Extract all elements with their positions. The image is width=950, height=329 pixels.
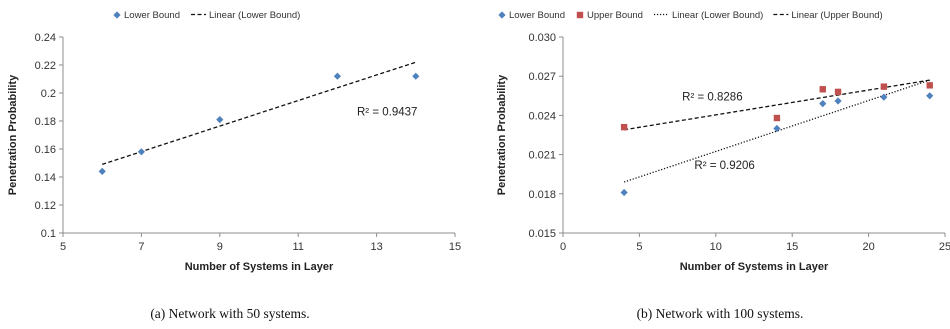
data-point — [880, 83, 888, 90]
data-point — [834, 97, 842, 105]
legend-entry: Upper Bound — [587, 10, 643, 21]
x-tick-label: 5 — [60, 241, 66, 253]
trendline — [101, 61, 417, 166]
data-point — [216, 116, 224, 124]
x-tick-label: 5 — [636, 241, 642, 253]
legend-marker — [113, 11, 121, 19]
x-tick-label: 0 — [560, 241, 566, 253]
data-point — [773, 114, 781, 122]
figure-caption: (a) Network with 50 systems. — [150, 306, 309, 321]
legend-entry: Linear (Upper Bound) — [791, 10, 882, 21]
y-tick-label: 0.030 — [528, 32, 556, 44]
data-point — [412, 72, 420, 80]
x-tick-label: 13 — [370, 241, 382, 253]
y-tick-label: 0.16 — [35, 144, 56, 156]
y-tick-label: 0.14 — [35, 172, 56, 184]
chart-b: 0.015 0.018 0.021 0.024 0.027 0.030 0 5 10 15 20 25… — [496, 10, 950, 321]
r-squared-label: R² = 0.8286 — [682, 91, 742, 103]
x-tick-label: 25 — [939, 241, 950, 253]
chart-a: 0.1 0.12 0.14 0.16 0.18 0.2 0.22 0.24 5 7 9 11 13 15 N… — [7, 10, 461, 321]
y-axis-label: Penetration Probability — [496, 74, 508, 195]
x-tick-label: 7 — [138, 241, 144, 253]
figure-caption: (b) Network with 100 systems. — [637, 306, 804, 321]
y-tick-label: 0.2 — [41, 88, 56, 100]
r-squared-label: R² = 0.9206 — [694, 160, 754, 172]
legend: Lower Bound Linear (Lower Bound) — [113, 10, 300, 21]
x-tick-label: 15 — [786, 241, 798, 253]
x-tick-label: 9 — [217, 241, 223, 253]
y-tick-label: 0.18 — [35, 116, 56, 128]
data-point — [620, 188, 628, 197]
y-tick-label: 0.1 — [41, 228, 56, 240]
data-point — [819, 86, 826, 93]
y-tick-label: 0.021 — [528, 150, 556, 162]
legend-entry: Lower Bound — [124, 10, 180, 21]
legend-marker — [498, 11, 506, 19]
y-axis-label: Penetration Probability — [7, 74, 19, 195]
data-point — [926, 82, 933, 89]
x-tick-label: 10 — [710, 241, 722, 253]
y-tick-label: 0.22 — [35, 60, 56, 72]
legend-entry: Linear (Lower Bound) — [672, 10, 763, 21]
x-axis-label: Number of Systems in Layer — [680, 261, 829, 273]
data-point — [620, 123, 628, 131]
data-point — [926, 92, 934, 100]
x-axis-label: Number of Systems in Layer — [185, 261, 334, 273]
y-tick-label: 0.12 — [35, 200, 56, 212]
y-tick-label: 0.015 — [528, 228, 556, 240]
y-tick-label: 0.027 — [528, 71, 556, 83]
y-tick-label: 0.018 — [528, 189, 556, 201]
data-point — [773, 124, 781, 133]
data-point — [98, 167, 106, 175]
legend-entry: Linear (Lower Bound) — [209, 10, 300, 21]
y-tick-label: 0.024 — [528, 110, 556, 122]
data-point — [333, 72, 341, 80]
legend-entry: Lower Bound — [509, 10, 565, 21]
x-tick-label: 20 — [862, 241, 874, 253]
x-tick-label: 11 — [292, 241, 303, 253]
data-point — [819, 100, 827, 108]
y-tick-label: 0.24 — [35, 32, 56, 44]
data-point — [834, 88, 842, 96]
legend-marker — [576, 11, 584, 19]
r-squared-label: R² = 0.9437 — [357, 106, 417, 118]
legend: Lower Bound Upper Bound Linear (Lower Boun… — [498, 10, 883, 21]
data-point — [880, 93, 888, 101]
x-tick-label: 15 — [449, 241, 461, 253]
data-point — [137, 148, 145, 156]
